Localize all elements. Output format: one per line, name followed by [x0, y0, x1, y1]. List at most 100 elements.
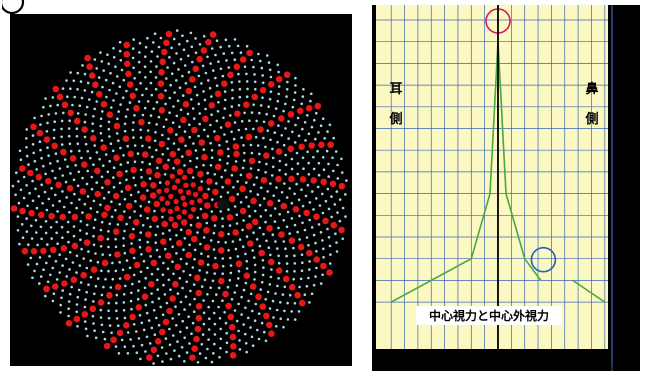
rod-cell	[146, 36, 149, 40]
rod-cell	[152, 41, 155, 44]
rod-cell	[229, 114, 232, 117]
rod-cell	[328, 262, 332, 265]
rod-cell	[96, 277, 100, 280]
rod-cell	[100, 269, 103, 273]
rod-cell	[238, 87, 242, 91]
rod-cell	[198, 269, 201, 272]
rod-cell	[196, 231, 199, 234]
rod-cell	[26, 263, 30, 266]
rod-cell	[253, 256, 256, 259]
rod-cell	[164, 89, 167, 92]
rod-cell	[138, 51, 141, 54]
rod-cell	[132, 121, 135, 124]
y-tick-label: 0.03	[618, 255, 634, 263]
rod-cell	[258, 226, 262, 230]
cone-cell	[157, 92, 165, 100]
cone-cell	[158, 107, 166, 114]
rod-cell	[344, 215, 347, 218]
rod-cell	[155, 248, 159, 252]
rod-cell	[11, 184, 15, 188]
rod-cell	[106, 170, 110, 174]
rod-cell	[210, 149, 214, 152]
cone-cell	[193, 335, 200, 343]
rod-cell	[154, 131, 157, 134]
cone-cell	[30, 248, 38, 255]
cone-cell	[101, 259, 109, 267]
rod-cell	[184, 82, 188, 85]
rod-cell	[65, 196, 68, 199]
rod-cell	[175, 252, 178, 255]
rod-cell	[60, 127, 63, 131]
rod-cell	[183, 237, 187, 240]
rod-cell	[49, 273, 52, 277]
rod-cell	[269, 182, 272, 185]
rod-cell	[240, 136, 243, 139]
rod-cell	[225, 341, 229, 345]
rod-cell	[226, 191, 230, 194]
rod-cell	[163, 293, 167, 296]
rod-cell	[132, 38, 135, 41]
rod-cell	[94, 336, 98, 340]
rod-cell	[334, 150, 338, 153]
rod-cell	[67, 307, 70, 311]
rod-cell	[221, 74, 225, 78]
rod-cell	[247, 316, 250, 320]
rod-cell	[139, 128, 142, 132]
rod-cell	[199, 207, 203, 211]
rod-cell	[233, 38, 237, 41]
rod-cell	[132, 136, 135, 139]
cone-cell	[165, 30, 173, 38]
cone-cell	[338, 226, 345, 234]
rod-cell	[277, 199, 281, 202]
rod-cell	[185, 326, 189, 330]
rod-cell	[310, 125, 314, 129]
rod-cell	[228, 224, 232, 227]
rod-cell	[221, 264, 225, 268]
rod-cell	[183, 164, 186, 167]
rod-cell	[176, 340, 179, 343]
rod-cell	[205, 271, 209, 274]
rod-cell	[173, 91, 176, 94]
cone-cell	[178, 136, 185, 143]
rod-cell	[217, 305, 220, 309]
rod-cell	[79, 80, 83, 83]
rod-cell	[122, 237, 125, 240]
rod-cell	[327, 236, 331, 239]
rod-cell	[277, 70, 280, 74]
rod-cell	[61, 264, 64, 267]
rod-cell	[33, 116, 36, 120]
cone-cell	[168, 193, 174, 200]
rod-cell	[227, 249, 230, 252]
blind-spot-circle	[530, 246, 557, 273]
rod-cell	[28, 191, 31, 195]
y-tick-label: 0.6	[618, 125, 630, 133]
rod-cell	[209, 164, 213, 167]
rod-cell	[46, 280, 50, 284]
rod-cell	[75, 127, 79, 130]
rod-cell	[223, 133, 226, 136]
rod-cell	[278, 168, 281, 172]
rod-cell	[277, 124, 280, 127]
rod-cell	[213, 224, 217, 227]
rod-cell	[200, 252, 203, 255]
cone-cell	[113, 122, 121, 130]
cone-cell	[195, 314, 203, 322]
rod-cell	[89, 259, 92, 262]
rod-cell	[245, 195, 248, 199]
rod-cell	[338, 198, 342, 201]
rod-cell	[242, 323, 245, 326]
cone-cell	[185, 189, 192, 196]
cone-cell	[169, 295, 176, 302]
cone-cell	[246, 49, 253, 57]
rod-cell	[119, 103, 122, 106]
cone-cell	[330, 221, 338, 229]
rod-cell	[30, 237, 34, 240]
rod-cell	[33, 159, 37, 163]
cone-cell	[151, 215, 159, 223]
rod-cell	[183, 130, 187, 133]
corner-mark	[2, 0, 26, 14]
rod-cell	[132, 227, 135, 231]
rod-cell	[189, 31, 193, 35]
rod-cell	[261, 259, 265, 262]
ear-side-label-top: 耳	[389, 82, 402, 97]
